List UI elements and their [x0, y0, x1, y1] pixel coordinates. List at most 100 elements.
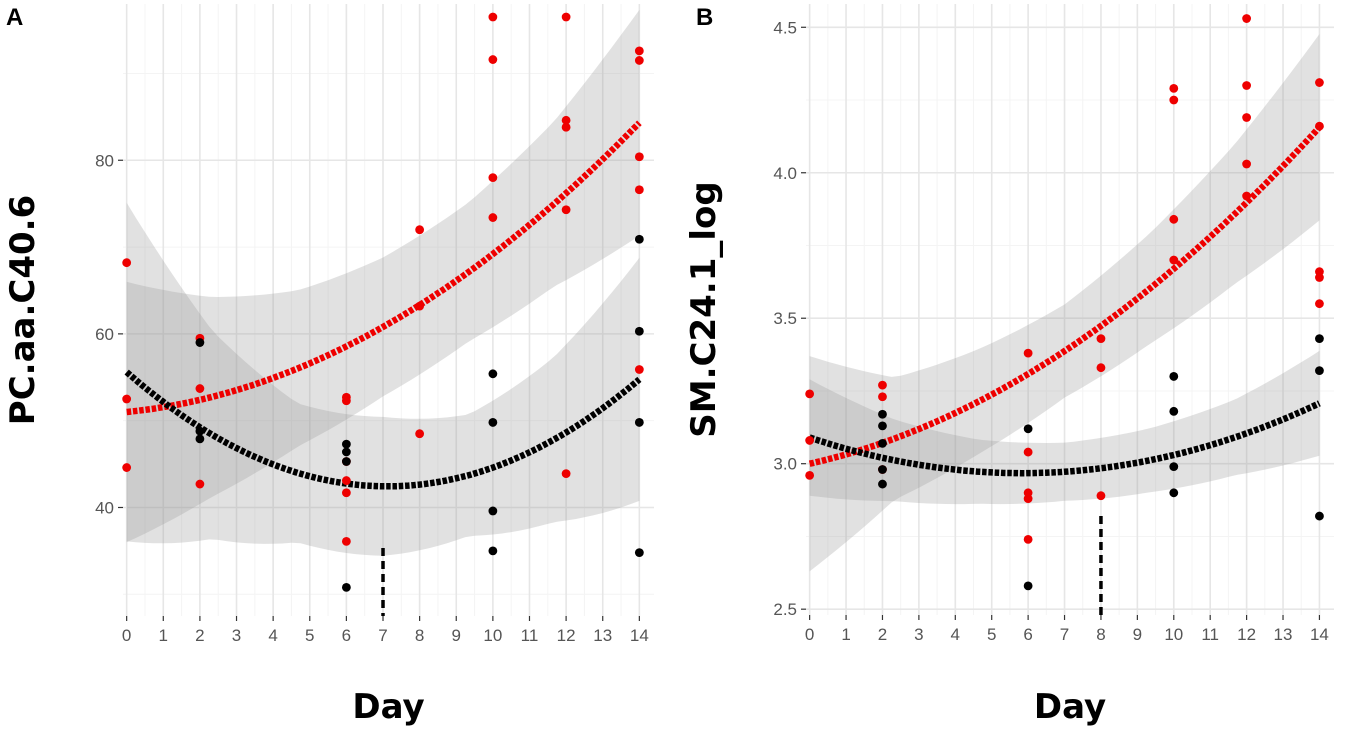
- data-point-red: [1023, 494, 1033, 504]
- data-point-red: [1169, 255, 1179, 265]
- data-point-red: [341, 396, 351, 406]
- data-point-red: [488, 55, 498, 64]
- data-point-black: [1023, 581, 1033, 591]
- fit-line-black: [808, 400, 1321, 477]
- data-point-red: [1169, 95, 1179, 105]
- data-point-black: [878, 409, 887, 419]
- y-tick-label: 2.5: [773, 600, 797, 619]
- data-point-black: [878, 479, 887, 489]
- data-point-red: [1315, 121, 1324, 131]
- data-point-red: [805, 436, 815, 445]
- x-tick-label: 5: [305, 626, 314, 645]
- x-tick-label: 0: [805, 625, 814, 644]
- x-tick-label: 4: [268, 626, 277, 645]
- confidence-band-black: [809, 350, 1320, 505]
- data-point-red: [878, 380, 887, 390]
- data-point-red: [634, 185, 644, 195]
- data-point-black: [1169, 488, 1179, 498]
- data-point-red: [561, 469, 571, 479]
- panel-label-a: A: [6, 4, 24, 31]
- panel-label-b: B: [696, 4, 714, 31]
- x-tick-label: 5: [987, 625, 996, 644]
- confidence-band-black: [126, 202, 640, 556]
- data-point-red: [122, 258, 132, 268]
- x-tick-label: 10: [1164, 625, 1183, 644]
- data-point-red: [1096, 491, 1106, 501]
- data-point-red: [488, 213, 498, 222]
- data-point-red: [878, 392, 887, 402]
- data-point-red: [1242, 14, 1252, 23]
- data-point-red: [1023, 447, 1033, 457]
- x-tick-label: 1: [841, 625, 850, 644]
- data-point-red: [805, 470, 815, 480]
- data-point-black: [1169, 462, 1179, 472]
- data-point-black: [1169, 406, 1179, 416]
- y-tick-label: 4.5: [773, 18, 797, 37]
- data-point-red: [805, 389, 815, 399]
- data-point-black: [1315, 366, 1324, 375]
- data-point-black: [195, 426, 205, 436]
- x-tick-label: 10: [483, 626, 502, 645]
- x-tick-label: 11: [1201, 625, 1219, 644]
- data-point-black: [488, 506, 498, 516]
- data-point-red: [122, 463, 132, 472]
- data-point-red: [1242, 81, 1252, 90]
- data-point-black: [878, 465, 887, 474]
- x-tick-label: 8: [1096, 625, 1105, 644]
- data-point-black: [341, 457, 351, 466]
- data-point-red: [1242, 159, 1252, 169]
- y-tick-label: 4.0: [773, 164, 797, 183]
- data-point-red: [634, 152, 644, 162]
- data-point-black: [195, 434, 205, 444]
- data-point-black: [1315, 334, 1324, 343]
- data-point-red: [561, 122, 571, 132]
- data-point-red: [341, 476, 351, 485]
- x-axis-title: Day: [352, 687, 424, 727]
- data-point-red: [1315, 299, 1324, 309]
- x-tick-label: 12: [1237, 625, 1256, 644]
- data-point-black: [1023, 424, 1033, 434]
- y-tick-label: 80: [95, 151, 114, 170]
- data-point-red: [1242, 113, 1252, 122]
- y-axis-title: PC.aa.C40.6: [3, 195, 43, 425]
- data-point-red: [561, 115, 571, 125]
- x-tick-label: 8: [415, 626, 424, 645]
- data-point-red: [561, 205, 571, 215]
- y-axis-title: SM.C24.1_log: [684, 181, 724, 437]
- data-point-black: [878, 438, 887, 448]
- x-tick-label: 13: [1274, 625, 1293, 644]
- data-point-red: [341, 536, 351, 546]
- chart-panel-b: B 0 1 2 3 4 5 6 7 8 9 10 11 12 13 14 2.5 3.0 3.5 4.0 4.5 Day…: [680, 0, 1355, 729]
- data-point-red: [1169, 83, 1179, 93]
- x-tick-label: 0: [122, 626, 131, 645]
- x-tick-label: 3: [914, 625, 923, 644]
- x-tick-label: 3: [232, 626, 241, 645]
- x-tick-label: 6: [1023, 625, 1032, 644]
- x-tick-label: 6: [342, 626, 351, 645]
- data-point-red: [561, 12, 571, 22]
- fit-line-red: [808, 125, 1322, 467]
- data-point-black: [341, 582, 351, 592]
- x-tick-label: 12: [557, 626, 576, 645]
- x-tick-label: 13: [593, 626, 612, 645]
- data-point-red: [122, 394, 132, 404]
- data-point-black: [1169, 372, 1179, 381]
- data-point-red: [488, 12, 498, 22]
- x-axis-title: Day: [1034, 687, 1106, 727]
- data-point-red: [1023, 348, 1033, 358]
- x-tick-label: 2: [878, 625, 887, 644]
- y-tick-label: 3.5: [773, 309, 797, 328]
- y-tick-label: 60: [95, 325, 114, 344]
- data-point-red: [1023, 534, 1033, 544]
- data-point-black: [634, 234, 644, 244]
- x-tick-label: 7: [378, 626, 387, 645]
- data-point-black: [195, 338, 205, 347]
- data-point-red: [415, 429, 425, 439]
- chart-panel-a: A 0 1 2 3 4 5 6 7 8 9 10 11 12 13 14 40 60 80 Day PC.aa.C40…: [0, 0, 677, 729]
- data-point-red: [415, 301, 425, 311]
- x-tick-label: 4: [951, 625, 960, 644]
- data-point-red: [1096, 334, 1106, 343]
- data-point-black: [488, 418, 498, 427]
- x-tick-label: 14: [630, 626, 649, 645]
